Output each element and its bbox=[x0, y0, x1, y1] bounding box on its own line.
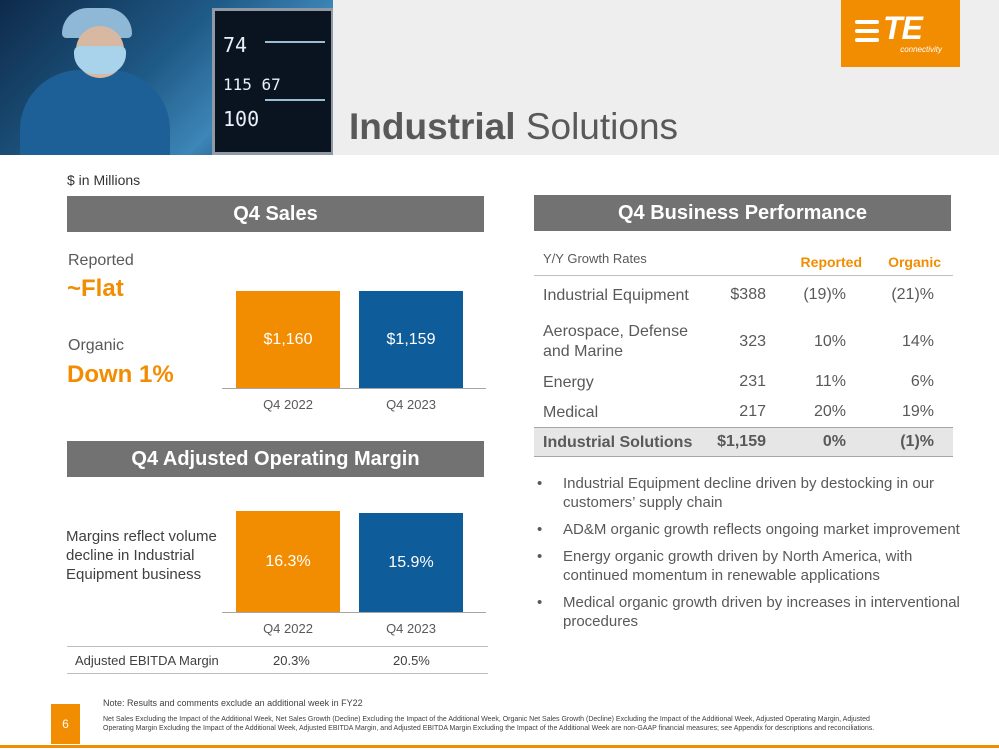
bullet-icon: • bbox=[537, 475, 543, 492]
segment-sales: 217 bbox=[739, 403, 766, 420]
total-name: Industrial Solutions bbox=[543, 434, 693, 451]
margin-bar-label-q4-2022: 16.3% bbox=[265, 552, 311, 570]
segment-reported: 11% bbox=[815, 373, 846, 390]
segment-organic: 14% bbox=[901, 333, 934, 350]
margin-x-axis bbox=[222, 612, 486, 613]
hero-mask bbox=[74, 46, 126, 74]
segment-sales: $388 bbox=[730, 286, 766, 303]
q4-performance-header: Q4 Business Performance bbox=[534, 195, 951, 231]
table-total-row: Industrial Solutions $1,159 0% (1)% bbox=[534, 427, 953, 457]
table-row: Energy 231 11% 6% bbox=[534, 370, 953, 396]
monitor-waveform bbox=[265, 99, 325, 101]
margin-bar-q4-2022: 16.3% bbox=[236, 511, 340, 612]
page-number: 6 bbox=[51, 704, 80, 744]
bullet-text: Medical organic growth driven by increas… bbox=[563, 594, 960, 630]
page-title-rest: Solutions bbox=[525, 106, 679, 147]
total-reported: 0% bbox=[822, 433, 846, 450]
reported-label: Reported bbox=[68, 252, 134, 269]
segment-name: Industrial Equipment bbox=[543, 287, 689, 304]
segment-reported: (19)% bbox=[803, 286, 846, 303]
list-item: • AD&M organic growth reflects ongoing ma… bbox=[537, 520, 967, 539]
list-item: • Medical organic growth driven by increa… bbox=[537, 593, 967, 631]
monitor-waveform bbox=[265, 41, 325, 43]
q4-sales-header: Q4 Sales bbox=[67, 196, 484, 232]
table-row: Aerospace, Defense and Marine 323 10% 14… bbox=[534, 320, 953, 364]
margin-tick-q4-2023: Q4 2023 bbox=[386, 621, 436, 636]
sales-bar-q4-2023: $1,159 bbox=[359, 291, 463, 388]
logo-speed-bars-icon bbox=[855, 20, 879, 47]
te-connectivity-logo: TE connectivity bbox=[841, 0, 960, 67]
bottom-accent-rule bbox=[0, 745, 999, 748]
total-sales: $1,159 bbox=[717, 433, 766, 450]
hero-gown bbox=[20, 70, 170, 155]
segment-organic: 6% bbox=[910, 373, 934, 390]
bullet-icon: • bbox=[537, 521, 543, 538]
segment-organic: (21)% bbox=[891, 286, 934, 303]
margin-commentary: Margins reflect volume decline in Indust… bbox=[66, 528, 217, 583]
bullet-icon: • bbox=[537, 548, 543, 565]
ebitda-top-rule bbox=[67, 646, 488, 647]
page-title: Industrial Solutions bbox=[349, 106, 678, 148]
segment-name: Medical bbox=[543, 404, 599, 421]
q4-margin-header: Q4 Adjusted Operating Margin bbox=[67, 441, 484, 477]
sales-tick-q4-2022: Q4 2022 bbox=[263, 397, 313, 412]
logo-wordmark: TE bbox=[883, 10, 923, 46]
list-item: • Energy organic growth driven by North A… bbox=[537, 547, 967, 585]
organic-label: Organic bbox=[68, 337, 125, 354]
monitor-reading-1: 74 bbox=[223, 33, 248, 57]
total-organic: (1)% bbox=[900, 433, 934, 450]
ebitda-bottom-rule bbox=[67, 673, 488, 674]
bullet-text: AD&M organic growth reflects ongoing mar… bbox=[563, 521, 960, 538]
performance-header-rule bbox=[534, 275, 953, 276]
growth-rates-label: Y/Y Growth Rates bbox=[543, 251, 647, 266]
ebitda-label: Adjusted EBITDA Margin bbox=[75, 653, 219, 668]
sales-x-axis bbox=[222, 388, 486, 389]
col-organic-header: Organic bbox=[888, 254, 941, 270]
sales-bar-label-q4-2023: $1,159 bbox=[386, 330, 436, 348]
list-item: • Industrial Equipment decline driven by … bbox=[537, 474, 967, 512]
logo-subtext: connectivity bbox=[900, 45, 942, 54]
ebitda-q4-2022: 20.3% bbox=[273, 653, 310, 668]
sales-tick-q4-2023: Q4 2023 bbox=[386, 397, 436, 412]
monitor-reading-2: 115 67 bbox=[223, 75, 281, 94]
segment-reported: 20% bbox=[813, 403, 846, 420]
footer-note: Note: Results and comments exclude an ad… bbox=[103, 698, 363, 708]
segment-reported: 10% bbox=[813, 333, 846, 350]
sales-bar-label-q4-2022: $1,160 bbox=[263, 330, 313, 348]
units-label: $ in Millions bbox=[67, 172, 141, 188]
hero-patient-monitor: 74 115 67 100 bbox=[212, 8, 333, 155]
segment-sales: 231 bbox=[739, 373, 766, 390]
monitor-reading-3: 100 bbox=[223, 107, 260, 131]
hero-photo-surgeon: 74 115 67 100 bbox=[0, 0, 333, 155]
margin-bar-q4-2023: 15.9% bbox=[359, 513, 463, 612]
footer-fine-print: Net Sales Excluding the Impact of the Ad… bbox=[103, 716, 875, 732]
organic-value: Down 1% bbox=[67, 361, 174, 388]
segment-organic: 19% bbox=[901, 403, 934, 420]
segment-sales: 323 bbox=[739, 333, 766, 350]
ebitda-q4-2023: 20.5% bbox=[393, 653, 430, 668]
segment-name: Aerospace, Defense and Marine bbox=[543, 323, 688, 360]
sales-bar-q4-2022: $1,160 bbox=[236, 291, 340, 388]
page-title-bold: Industrial bbox=[349, 106, 516, 147]
bullet-text: Energy organic growth driven by North Am… bbox=[563, 548, 913, 584]
segment-name: Energy bbox=[543, 374, 594, 391]
table-row: Medical 217 20% 19% bbox=[534, 400, 953, 426]
table-row: Industrial Equipment $388 (19)% (21)% bbox=[534, 283, 953, 309]
margin-bar-label-q4-2023: 15.9% bbox=[388, 553, 434, 571]
commentary-bullets: • Industrial Equipment decline driven by … bbox=[537, 474, 967, 639]
col-reported-header: Reported bbox=[800, 254, 862, 270]
bullet-icon: • bbox=[537, 594, 543, 611]
bullet-text: Industrial Equipment decline driven by d… bbox=[563, 475, 935, 511]
reported-value: ~Flat bbox=[67, 275, 124, 302]
margin-tick-q4-2022: Q4 2022 bbox=[263, 621, 313, 636]
